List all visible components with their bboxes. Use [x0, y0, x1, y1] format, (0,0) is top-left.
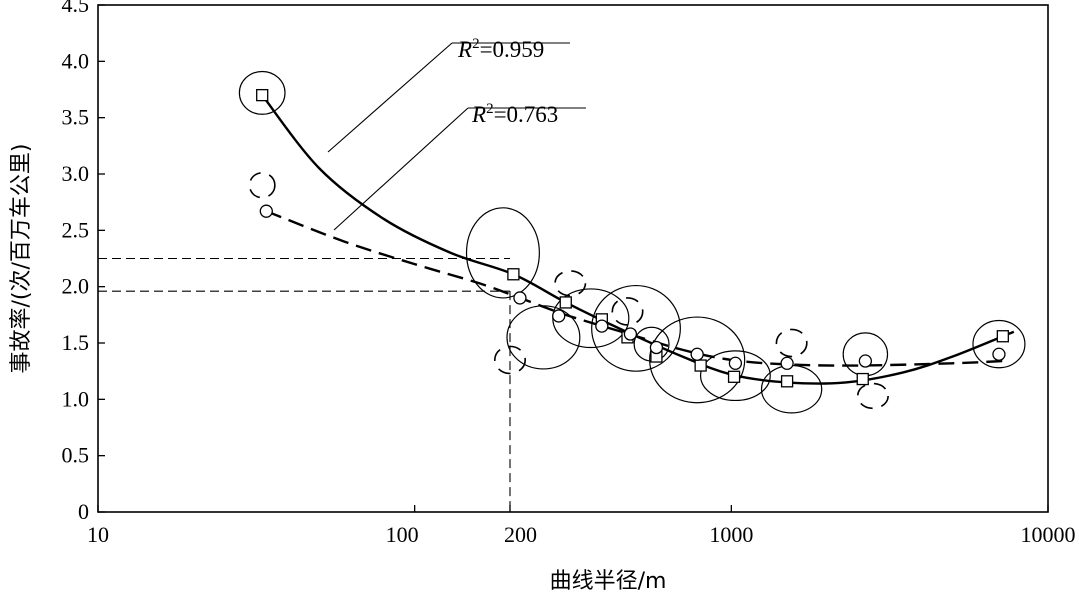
square-marker [507, 268, 520, 281]
plot-frame [97, 4, 1049, 513]
fit-curves [261, 94, 1015, 385]
superscript-2: 2 [486, 101, 494, 117]
r-symbol: R [457, 37, 472, 62]
y-tick-label: 2.5 [62, 217, 90, 242]
data-markers [256, 88, 1009, 388]
circle-marker [690, 347, 704, 361]
x-tick-label: 200 [504, 522, 537, 547]
superscript-2: 2 [472, 36, 480, 52]
fit-r-squared-label: R2=0.959 [457, 36, 544, 62]
circle-marker [649, 340, 664, 355]
confidence-ellipse-dashed [554, 270, 587, 297]
confidence-ellipse [238, 70, 286, 115]
y-tick-label: 0 [78, 499, 89, 524]
circle-marker [623, 327, 638, 341]
x-axis-label: 曲线半径/m [550, 569, 667, 594]
confidence-ellipse-dashed [611, 297, 644, 326]
circle-marker [780, 356, 794, 370]
fit-r-squared-label: R2=0.763 [471, 101, 558, 127]
square-marker [996, 330, 1009, 343]
r-squared-value: =0.959 [480, 37, 545, 62]
x-tick-label: 100 [386, 522, 419, 547]
y-tick-label: 3.5 [62, 105, 90, 130]
axis-ticks: 0 0.5 1.0 1.5 2.0 2.5 3.0 3.5 4.0 4.5 10 100 200 1000… [62, 0, 1076, 547]
circle-marker [858, 354, 873, 368]
annotation-leader-line [333, 107, 469, 231]
square-marker [856, 372, 869, 386]
y-tick-label: 1.5 [62, 330, 90, 355]
circle-marker [552, 309, 566, 323]
confidence-ellipse [699, 350, 771, 402]
circle-marker [595, 319, 609, 333]
confidence-ellipse [972, 319, 1026, 369]
r-symbol: R [471, 102, 486, 127]
circle-marker [513, 291, 527, 305]
square-marker [780, 375, 794, 388]
annotation-leader-line [327, 42, 453, 153]
square-marker [256, 88, 269, 102]
y-tick-label: 3.0 [62, 161, 90, 186]
square-marker [559, 296, 572, 309]
y-tick-label: 2.0 [62, 274, 90, 299]
y-tick-label: 4.5 [62, 0, 90, 17]
confidence-ellipse [591, 284, 681, 372]
x-tick-label: 10 [87, 522, 109, 547]
circle-marker [728, 356, 743, 370]
y-axis-label: 事故率/(次/百万车公里) [9, 144, 34, 374]
confidence-ellipse-dashed [775, 328, 808, 358]
circle-marker [992, 347, 1006, 361]
confidence-ellipse-dashed [493, 345, 526, 375]
square-marker [727, 370, 741, 383]
y-tick-label: 1.0 [62, 386, 90, 411]
reference-lines [98, 257, 511, 512]
data-ellipses [238, 70, 1026, 414]
confidence-ellipse-dashed [856, 382, 889, 410]
confidence-ellipse [760, 364, 823, 414]
axes [97, 4, 1049, 513]
x-tick-label: 1000 [709, 522, 753, 547]
confidence-ellipse-dashed [248, 172, 276, 199]
fit-curve-squares [261, 94, 1015, 385]
square-marker [694, 359, 707, 372]
confidence-ellipse [465, 207, 540, 299]
r-squared-value: =0.763 [494, 102, 559, 127]
confidence-ellipse [649, 316, 746, 404]
circle-marker [259, 204, 273, 218]
x-tick-label: 10000 [1021, 522, 1076, 547]
y-tick-label: 4.0 [62, 48, 90, 73]
confidence-ellipse [842, 332, 889, 377]
y-tick-label: 0.5 [62, 443, 90, 468]
